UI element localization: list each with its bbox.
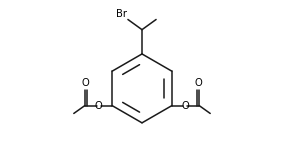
Text: O: O xyxy=(95,101,103,111)
Text: O: O xyxy=(181,101,189,111)
Text: Br: Br xyxy=(116,9,127,19)
Text: O: O xyxy=(82,78,89,88)
Text: O: O xyxy=(195,78,202,88)
